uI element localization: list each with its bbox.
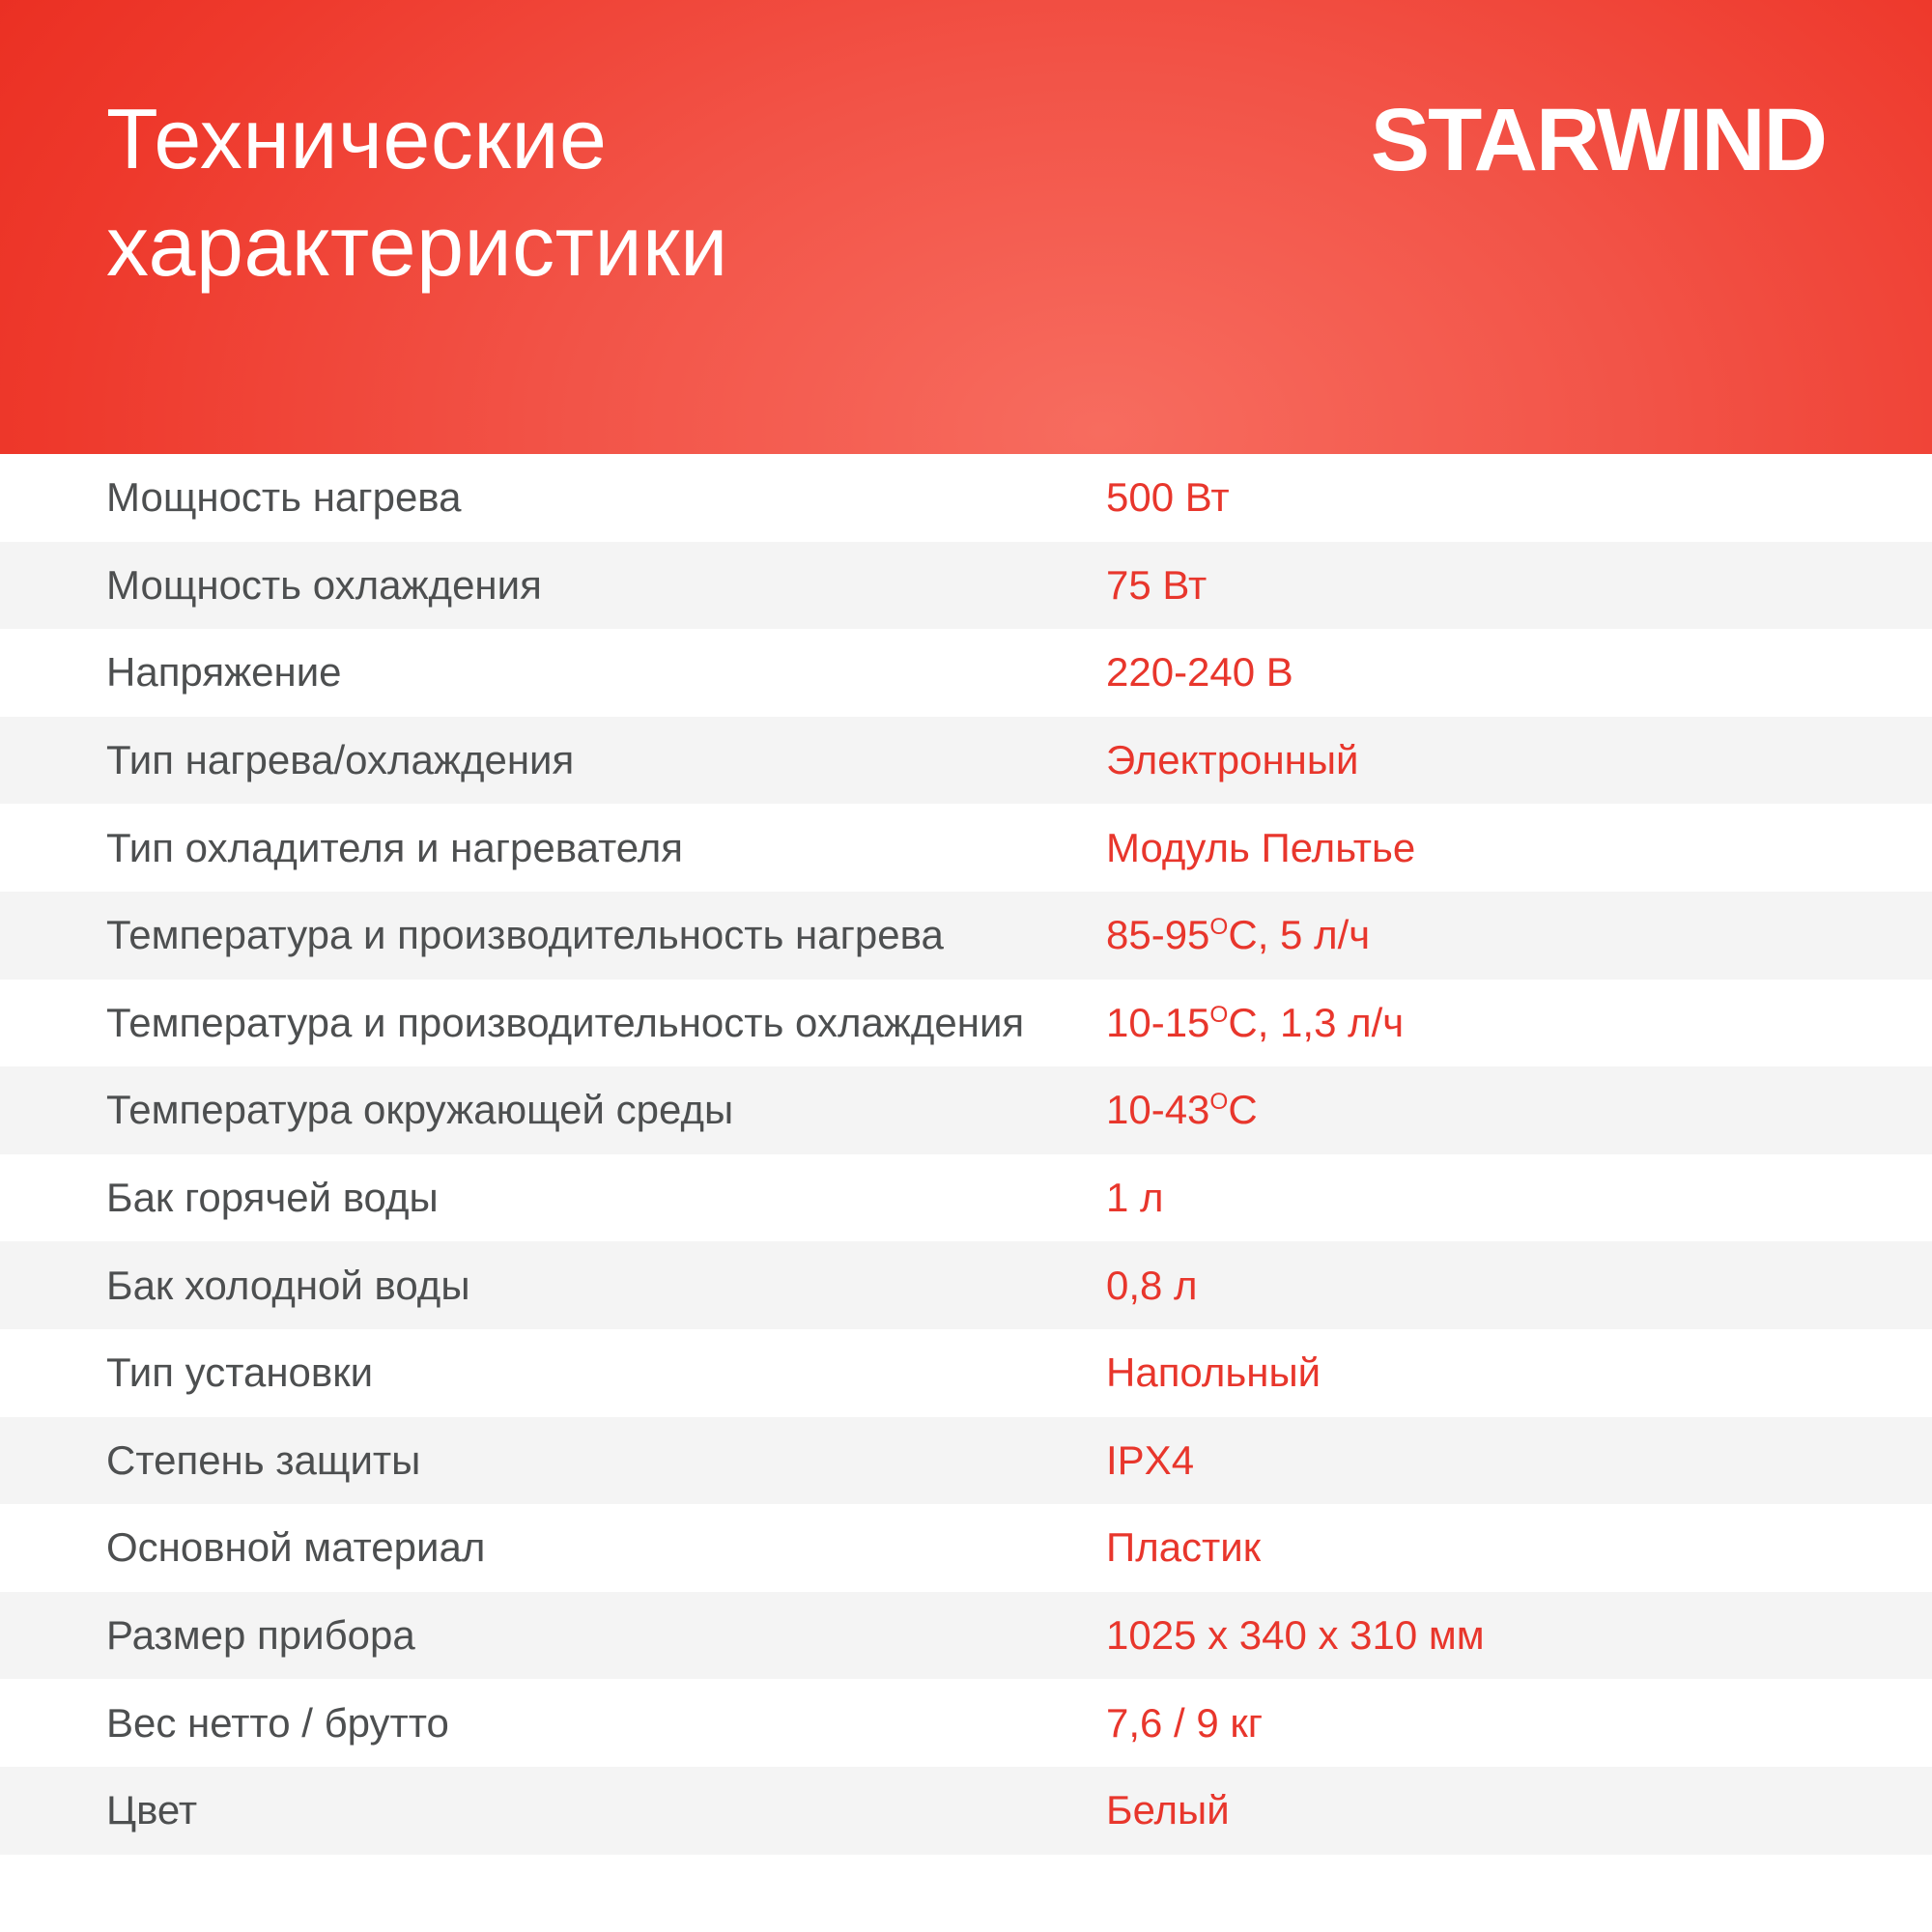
table-row: Вес нетто / брутто 7,6 / 9 кг: [0, 1679, 1932, 1767]
spec-label: Размер прибора: [106, 1612, 415, 1659]
spec-label: Температура и производительность нагрева: [106, 912, 944, 958]
spec-value: 1025 x 340 x 310 мм: [1106, 1612, 1485, 1659]
spec-value: Белый: [1106, 1787, 1230, 1833]
table-row: Температура и производительность нагрева…: [0, 891, 1932, 980]
spec-label: Бак холодной воды: [106, 1262, 470, 1308]
spec-label: Цвет: [106, 1787, 198, 1833]
table-row: Температура окружающей среды 10-43ОС: [0, 1066, 1932, 1154]
spec-value: Электронный: [1106, 737, 1359, 783]
table-row: Размер прибора 1025 x 340 x 310 мм: [0, 1591, 1932, 1680]
spec-label: Мощность охлаждения: [106, 561, 542, 608]
table-row: Основной материал Пластик: [0, 1504, 1932, 1592]
table-row: Мощность охлаждения 75 Вт: [0, 541, 1932, 630]
table-row: Бак горячей воды 1 л: [0, 1153, 1932, 1242]
spec-value: 0,8 л: [1106, 1262, 1198, 1308]
spec-value: 1 л: [1106, 1175, 1164, 1221]
table-row: Мощность нагрева 500 Вт: [0, 454, 1932, 542]
table-row: Степень защиты IPX4: [0, 1416, 1932, 1505]
spec-label: Температура окружающей среды: [106, 1087, 734, 1133]
spec-label: Степень защиты: [106, 1436, 421, 1483]
spec-label: Основной материал: [106, 1524, 486, 1571]
header-banner: Технические характеристики STARWIND: [0, 0, 1932, 454]
table-row: Напряжение 220-240 В: [0, 629, 1932, 717]
spec-label: Мощность нагрева: [106, 474, 462, 521]
table-row: Температура и производительность охлажде…: [0, 979, 1932, 1067]
spec-label: Напряжение: [106, 649, 342, 696]
page-title-line-1: Технические: [106, 91, 608, 186]
table-row: Тип охладителя и нагревателя Модуль Пель…: [0, 804, 1932, 892]
spec-value: 500 Вт: [1106, 474, 1230, 521]
spec-label: Температура и производительность охлажде…: [106, 999, 1025, 1045]
spec-value: 220-240 В: [1106, 649, 1293, 696]
spec-value: IPX4: [1106, 1436, 1195, 1483]
page-title: Технические характеристики: [106, 85, 728, 299]
table-row: Цвет Белый: [0, 1766, 1932, 1855]
spec-value: Модуль Пельтье: [1106, 824, 1416, 870]
spec-label: Тип нагрева/охлаждения: [106, 737, 575, 783]
spec-value: 75 Вт: [1106, 561, 1208, 608]
spec-table: Мощность нагрева 500 Вт Мощность охлажде…: [0, 454, 1932, 1855]
table-row: Бак холодной воды 0,8 л: [0, 1241, 1932, 1329]
spec-label: Вес нетто / брутто: [106, 1699, 449, 1746]
table-row: Тип нагрева/охлаждения Электронный: [0, 716, 1932, 805]
spec-value: 7,6 / 9 кг: [1106, 1699, 1264, 1746]
spec-value: Пластик: [1106, 1524, 1262, 1571]
spec-label: Бак горячей воды: [106, 1175, 439, 1221]
spec-value: 10-43ОС: [1106, 1087, 1258, 1133]
spec-label: Тип охладителя и нагревателя: [106, 824, 684, 870]
spec-value: 10-15ОС, 1,3 л/ч: [1106, 999, 1405, 1045]
spec-label: Тип установки: [106, 1350, 374, 1396]
spec-value: 85-95ОС, 5 л/ч: [1106, 912, 1371, 958]
page-title-line-2: характеристики: [106, 198, 728, 294]
table-row: Тип установки Напольный: [0, 1328, 1932, 1417]
spec-value: Напольный: [1106, 1350, 1321, 1396]
brand-logo: STARWIND: [1370, 91, 1828, 189]
